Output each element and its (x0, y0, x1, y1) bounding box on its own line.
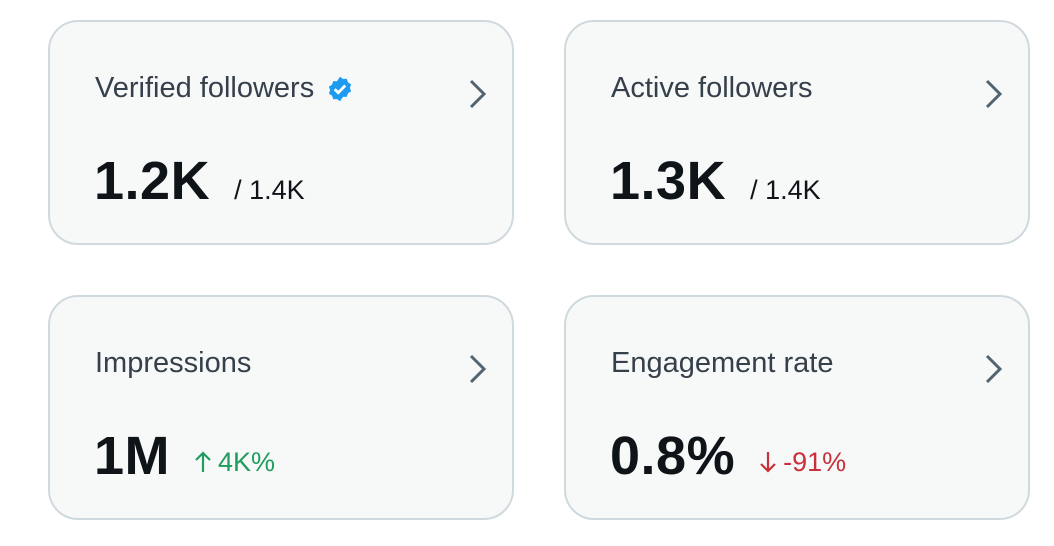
card-title: Verified followers (95, 72, 315, 104)
arrow-down (760, 452, 776, 473)
chevron (469, 354, 487, 384)
metric-total: / 1.4K (750, 175, 821, 205)
metric-value: 1M (94, 426, 171, 486)
value-row: 1.3K / 1.4K (610, 150, 821, 212)
metric-card[interactable]: Engagement rate 0.8% -91% (564, 295, 1030, 520)
card-title: Active followers (611, 72, 813, 104)
metric-card[interactable]: Verified followers 1.2K / 1.4K (48, 20, 514, 245)
chevron (985, 354, 1003, 384)
card-title-row: Impressions (95, 347, 251, 380)
metric-value: 1.3K (610, 151, 727, 211)
change-value: 4K% (218, 446, 276, 477)
card-title-row: Active followers (611, 72, 812, 105)
card-title-row: Engagement rate (611, 347, 833, 380)
metric-card[interactable]: Impressions 1M 4K% (48, 295, 514, 520)
card-title: Engagement rate (611, 347, 834, 379)
metric-total: / 1.4K (234, 175, 305, 205)
change-value: -91% (783, 446, 847, 477)
arrow-up (195, 451, 211, 472)
metric-value: 1.2K (94, 151, 211, 211)
metric-card[interactable]: Active followers 1.3K / 1.4K (564, 20, 1030, 245)
card-title: Impressions (95, 347, 252, 379)
value-row: 1.2K / 1.4K (94, 150, 305, 212)
chevron (469, 79, 487, 109)
metric-change: 4K% (194, 447, 275, 478)
value-row: 1M 4K% (94, 425, 275, 487)
value-row: 0.8% -91% (610, 425, 846, 487)
metric-value: 0.8% (610, 426, 736, 486)
verified-badge (329, 76, 352, 101)
chevron (985, 79, 1003, 109)
metric-change: -91% (759, 447, 846, 478)
card-title-row: Verified followers (95, 72, 354, 105)
